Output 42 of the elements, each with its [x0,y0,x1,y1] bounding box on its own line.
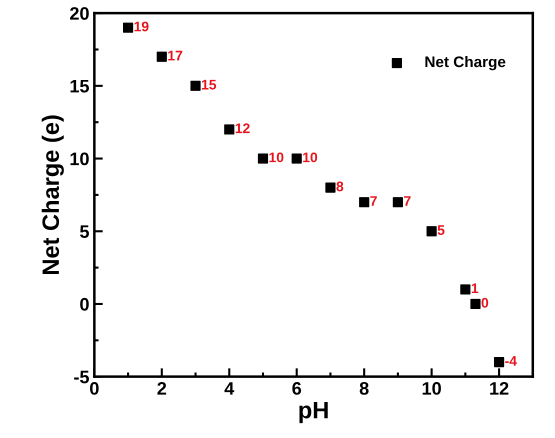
x-tick-label: 12 [490,382,508,395]
data-label: 0 [482,298,488,308]
y-tick-label: -5 [74,370,89,384]
x-axis-title: pH [299,402,328,424]
x-tick-label: 2 [157,382,166,395]
y-axis-title: Net Charge (e) [42,115,64,274]
data-label: 15 [202,80,216,90]
data-label: 19 [134,22,149,32]
y-tick-label: 5 [80,225,89,238]
data-label: -4 [505,356,517,366]
point [460,284,470,295]
point [156,52,167,62]
data-label: 7 [370,196,377,206]
data-label: 17 [168,50,182,60]
x-tick-label: 8 [360,382,369,395]
data-label: 12 [236,123,250,134]
y-tick-label: 10 [70,152,89,166]
point [224,124,234,135]
point [426,226,437,236]
point [325,182,336,193]
point [494,357,504,368]
point [122,22,134,33]
point [190,80,201,91]
y-tick-label: 15 [70,80,89,93]
data-label: 10 [269,152,284,162]
point [392,197,403,208]
point [470,298,481,310]
x-tick-label: 6 [292,382,302,395]
y-tick-label: 20 [70,7,89,20]
data-label: 1 [472,283,478,294]
point [359,197,370,208]
x-tick-label: 0 [90,382,99,395]
data-label: 10 [303,152,318,162]
legend-label: Net Charge [425,56,506,70]
data-label: 7 [404,196,411,206]
point [292,153,302,164]
data-label: 5 [438,225,445,235]
x-tick-label: 10 [422,382,441,395]
point [258,153,268,164]
data-label: 8 [336,182,344,192]
x-tick-label: 4 [224,382,234,395]
y-tick-label: 0 [80,298,89,311]
